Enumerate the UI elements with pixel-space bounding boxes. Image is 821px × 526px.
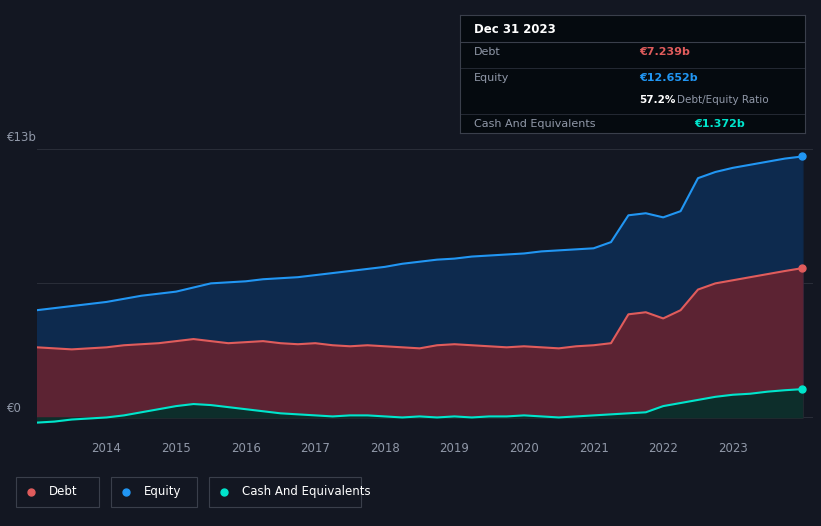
FancyBboxPatch shape — [209, 477, 361, 507]
FancyBboxPatch shape — [16, 477, 99, 507]
Text: Equity: Equity — [474, 73, 509, 83]
Text: €13b: €13b — [7, 131, 36, 144]
Text: Debt: Debt — [49, 485, 78, 498]
Text: Debt: Debt — [474, 47, 501, 57]
Text: Cash And Equivalents: Cash And Equivalents — [242, 485, 371, 498]
Text: €12.652b: €12.652b — [640, 73, 698, 83]
Text: Cash And Equivalents: Cash And Equivalents — [474, 119, 595, 129]
Text: Dec 31 2023: Dec 31 2023 — [474, 23, 556, 36]
Text: Debt/Equity Ratio: Debt/Equity Ratio — [677, 95, 769, 105]
FancyBboxPatch shape — [111, 477, 197, 507]
Text: €7.239b: €7.239b — [640, 47, 690, 57]
Text: €0: €0 — [7, 402, 21, 415]
Text: 57.2%: 57.2% — [640, 95, 676, 105]
Text: €1.372b: €1.372b — [695, 119, 745, 129]
Text: Equity: Equity — [144, 485, 181, 498]
